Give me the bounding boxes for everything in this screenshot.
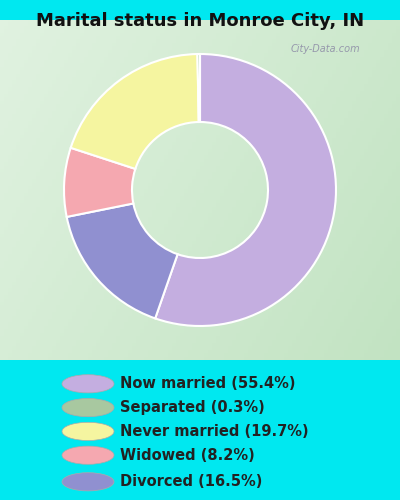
Text: Marital status in Monroe City, IN: Marital status in Monroe City, IN xyxy=(36,12,364,30)
Wedge shape xyxy=(71,54,199,169)
Wedge shape xyxy=(155,54,336,326)
Circle shape xyxy=(62,446,114,464)
Circle shape xyxy=(62,398,114,416)
Text: Divorced (16.5%): Divorced (16.5%) xyxy=(120,474,262,490)
Text: City-Data.com: City-Data.com xyxy=(290,44,360,54)
Text: Widowed (8.2%): Widowed (8.2%) xyxy=(120,448,255,462)
Wedge shape xyxy=(198,54,200,122)
Circle shape xyxy=(62,422,114,440)
Text: Separated (0.3%): Separated (0.3%) xyxy=(120,400,265,415)
Text: Never married (19.7%): Never married (19.7%) xyxy=(120,424,309,439)
Circle shape xyxy=(62,472,114,491)
Wedge shape xyxy=(67,204,178,318)
Wedge shape xyxy=(64,148,135,217)
Circle shape xyxy=(62,374,114,393)
Text: Now married (55.4%): Now married (55.4%) xyxy=(120,376,296,392)
